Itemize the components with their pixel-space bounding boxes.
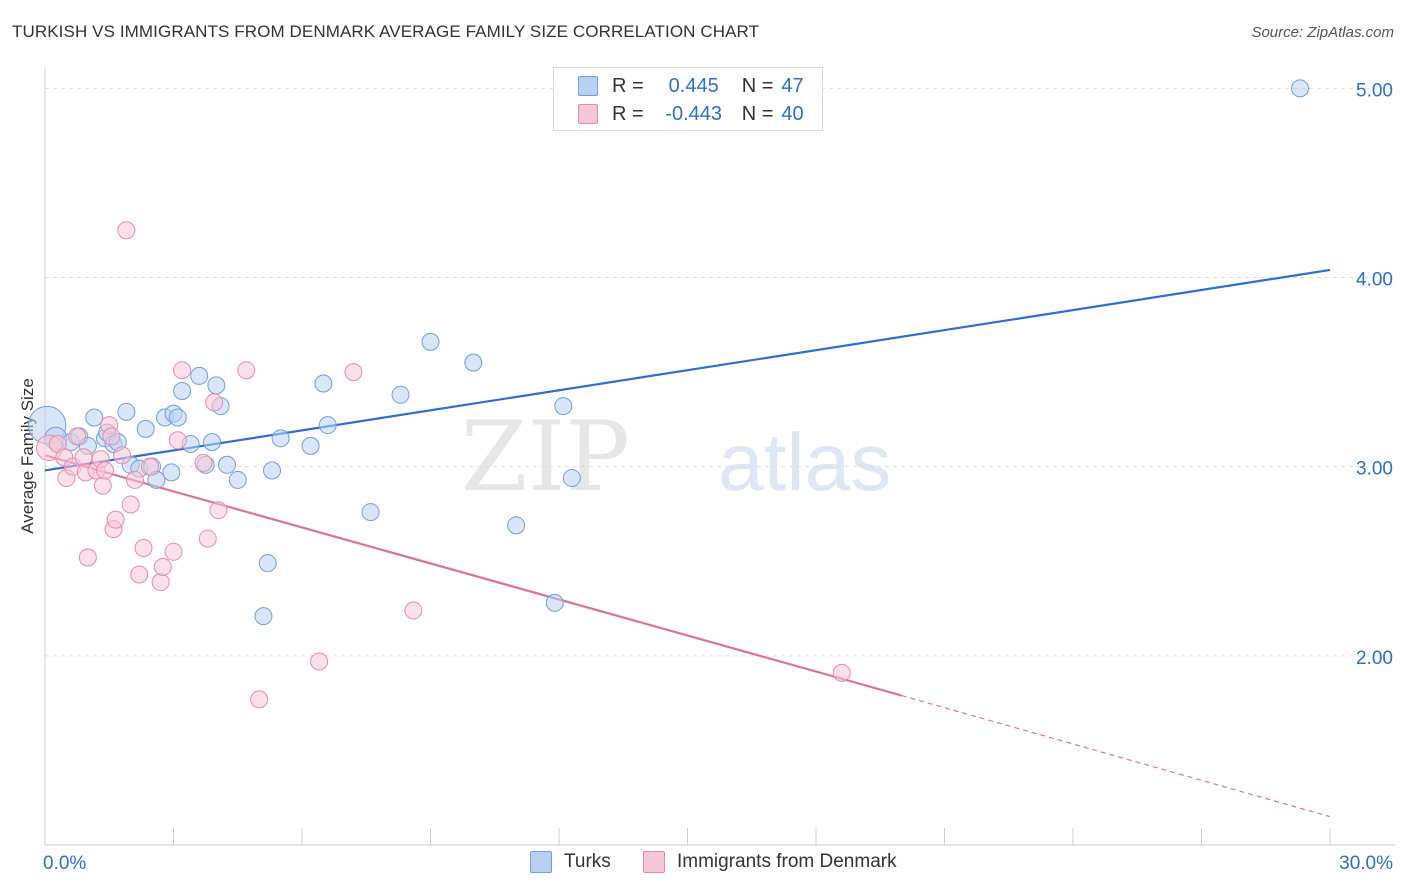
turks-point (258, 554, 277, 573)
denmark-point (168, 431, 187, 450)
watermark: ZIP atlas (461, 401, 891, 513)
series-legend-turks: Turks (530, 851, 611, 873)
legend-row-denmark: R = -0.443 N = 40 (578, 102, 804, 126)
denmark-point (102, 427, 121, 446)
legend-r-denmark: -0.443 (665, 102, 723, 125)
turks-point (271, 429, 290, 448)
turks-point (562, 469, 581, 488)
y-tick-label: 3.00 (1356, 459, 1393, 480)
legend-n-turks: 47 (781, 74, 804, 97)
turks-point (263, 461, 282, 480)
denmark-point (74, 448, 93, 467)
denmark-trendline (44, 454, 902, 697)
turks-point (203, 433, 222, 452)
legend-row-turks: R = 0.445 N = 47 (578, 74, 804, 98)
legend-swatch-denmark (578, 104, 598, 124)
denmark-point (125, 470, 144, 489)
series-legend: Turks Immigrants from Denmark (0, 851, 1406, 877)
legend-n-denmark: 40 (781, 102, 804, 125)
legend-n-label: N = (741, 74, 774, 97)
turks-point (361, 503, 380, 522)
denmark-point (198, 529, 217, 548)
denmark-point (130, 565, 149, 584)
denmark-trendline-extension (901, 694, 1331, 818)
series-legend-denmark: Immigrants from Denmark (643, 851, 897, 873)
legend: R = 0.445 N = 47 R = -0.443 N = 40 (553, 67, 823, 131)
denmark-point (121, 495, 140, 514)
turks-point (136, 419, 155, 438)
denmark-point (832, 663, 851, 682)
legend-r-label: R = (612, 74, 644, 97)
denmark-point (164, 542, 183, 561)
turks-point (464, 353, 483, 372)
denmark-point (113, 446, 132, 465)
x-tick-label: 0.0% (43, 853, 86, 874)
turks-point (162, 463, 181, 482)
turks-point (85, 408, 104, 427)
denmark-point (78, 548, 97, 567)
turks-point (421, 332, 440, 351)
turks-point (391, 385, 410, 404)
chart-source: Source: ZipAtlas.com (1251, 24, 1394, 41)
legend-swatch-turks (578, 76, 598, 96)
denmark-point (194, 453, 213, 472)
chart-title: TURKISH VS IMMIGRANTS FROM DENMARK AVERA… (12, 22, 760, 41)
denmark-point (140, 457, 159, 476)
turks-point (507, 516, 526, 535)
denmark-point (310, 652, 329, 671)
turks-point (117, 402, 136, 421)
turks-point (545, 593, 564, 612)
turks-point (1291, 79, 1310, 98)
turks-point (207, 376, 226, 395)
denmark-point (153, 557, 172, 576)
denmark-point (134, 539, 153, 558)
watermark-zip: ZIP (461, 401, 630, 513)
y-tick-label: 2.00 (1356, 648, 1393, 669)
turks-point (228, 470, 247, 489)
y-tick-label: 5.00 (1356, 80, 1393, 101)
turks-point (554, 397, 573, 416)
turks-point (218, 455, 237, 474)
denmark-point (93, 476, 112, 495)
turks-point (314, 374, 333, 393)
denmark-point (106, 510, 125, 529)
turks-point (318, 416, 337, 435)
legend-r-turks: 0.445 (668, 74, 719, 97)
points (27, 79, 1310, 709)
denmark-point (344, 363, 363, 382)
denmark-point (151, 573, 170, 592)
denmark-point (205, 393, 224, 412)
denmark-point (250, 690, 269, 709)
denmark-point (95, 461, 114, 480)
y-tick-label: 4.00 (1356, 270, 1393, 291)
denmark-point (117, 221, 136, 240)
turks-point (254, 607, 273, 626)
denmark-point (173, 361, 192, 380)
denmark-point (209, 501, 228, 520)
series-label-turks: Turks (564, 851, 611, 872)
denmark-point (404, 601, 423, 620)
denmark-point (68, 427, 87, 446)
turks-point (168, 408, 187, 427)
legend-r-label: R = (612, 102, 644, 125)
turks-point (301, 436, 320, 455)
watermark-atlas: atlas (718, 417, 891, 508)
x-tick-label: 30.0% (1339, 853, 1393, 874)
legend-n-label: N = (741, 102, 774, 125)
series-label-denmark: Immigrants from Denmark (677, 851, 897, 872)
turks-trendline (44, 268, 1331, 472)
turks-point (190, 366, 209, 385)
denmark-point (237, 361, 256, 380)
series-swatch-denmark (643, 851, 665, 873)
tick-labels: 2.00 3.00 4.00 5.00 0.0% 30.0% (43, 80, 1393, 874)
turks-point (173, 382, 192, 401)
trendlines (44, 268, 1331, 818)
series-swatch-turks (530, 851, 552, 873)
